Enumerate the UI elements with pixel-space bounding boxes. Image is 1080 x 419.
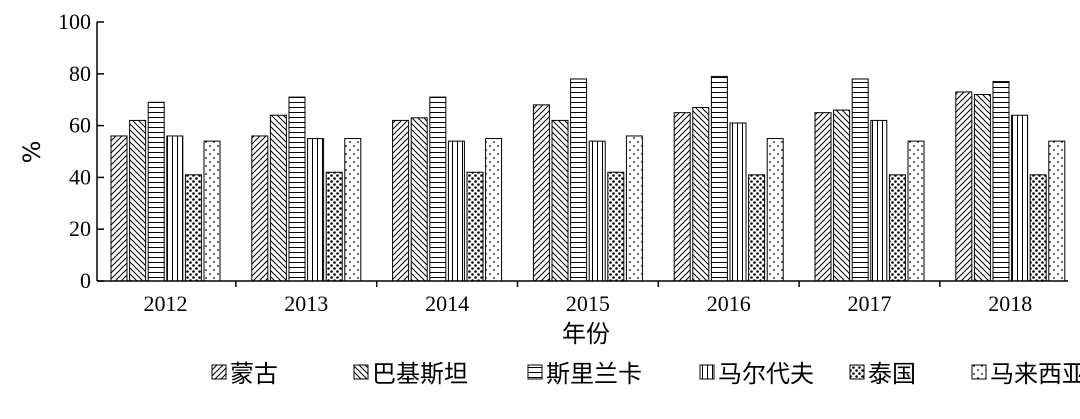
y-tick-label: 60 xyxy=(69,113,91,138)
bar-2015-series-1 xyxy=(551,119,569,282)
legend-swatch xyxy=(971,364,987,380)
bar-2016-series-4 xyxy=(748,174,766,282)
bar-2018-series-1 xyxy=(973,94,991,282)
bar-2012-series-2 xyxy=(147,101,165,282)
x-tick-label: 2015 xyxy=(566,291,610,316)
legend-label: 巴基斯坦 xyxy=(372,360,468,388)
bar-2013-series-5 xyxy=(344,138,362,282)
bar-2017-series-1 xyxy=(833,109,851,282)
bar-2016-series-2 xyxy=(710,75,728,282)
y-tick-label: 100 xyxy=(58,9,91,34)
bar-2014-series-1 xyxy=(410,117,428,282)
y-axis-title: % xyxy=(18,141,46,164)
bar-2018-series-5 xyxy=(1048,140,1066,282)
bar-2015-series-4 xyxy=(607,171,625,282)
x-tick-label: 2013 xyxy=(284,291,328,316)
bar-2012-series-5 xyxy=(203,140,221,282)
bar-2012-series-3 xyxy=(166,135,184,282)
bar-2017-series-4 xyxy=(888,174,906,282)
legend-swatch xyxy=(211,364,227,380)
x-tick-label: 2014 xyxy=(425,291,469,316)
bar-2017-series-3 xyxy=(870,119,888,282)
bar-2015-series-5 xyxy=(625,135,643,282)
y-tick-label: 0 xyxy=(80,268,91,293)
bar-2012-series-0 xyxy=(110,135,128,282)
bars-layer xyxy=(110,75,1066,282)
bar-2013-series-4 xyxy=(325,171,343,282)
legend: 蒙古 巴基斯坦 斯里兰卡 马尔代夫 泰国 马来西亚 xyxy=(211,360,1080,388)
bar-2018-series-0 xyxy=(955,91,973,282)
x-axis-title: 年份 xyxy=(562,320,610,348)
bar-2015-series-3 xyxy=(588,140,606,282)
x-tick-label: 2016 xyxy=(707,291,751,316)
x-ticks: 2012 2013 2014 2015 2016 2017 2018 xyxy=(144,281,1032,316)
legend-label: 斯里兰卡 xyxy=(546,360,642,388)
y-tick-label: 20 xyxy=(69,216,91,241)
bar-2015-series-2 xyxy=(570,78,588,282)
y-tick-label: 40 xyxy=(69,164,91,189)
bar-2016-series-3 xyxy=(729,122,747,282)
bar-2013-series-0 xyxy=(251,135,269,282)
legend-swatch xyxy=(699,364,715,380)
bar-2016-series-5 xyxy=(766,138,784,282)
bar-2016-series-0 xyxy=(673,112,691,282)
bar-2012-series-4 xyxy=(184,174,202,282)
bar-2013-series-3 xyxy=(307,138,325,282)
legend-label: 泰国 xyxy=(868,360,916,388)
x-tick-label: 2018 xyxy=(988,291,1032,316)
bar-2018-series-4 xyxy=(1029,174,1047,282)
bar-2012-series-1 xyxy=(129,119,147,282)
bar-2017-series-5 xyxy=(907,140,925,282)
bar-2017-series-2 xyxy=(851,78,869,282)
x-tick-label: 2012 xyxy=(144,291,188,316)
legend-label: 马尔代夫 xyxy=(718,360,814,388)
axes xyxy=(96,22,1068,282)
bar-2018-series-2 xyxy=(992,81,1010,282)
legend-label: 马来西亚 xyxy=(990,360,1080,388)
y-tick-label: 80 xyxy=(69,61,91,86)
legend-swatch xyxy=(527,364,543,380)
bar-2014-series-2 xyxy=(429,96,447,282)
bar-2014-series-5 xyxy=(485,138,503,282)
bar-2016-series-1 xyxy=(692,106,710,282)
bar-2017-series-0 xyxy=(814,112,832,282)
legend-swatch xyxy=(353,364,369,380)
bar-2013-series-1 xyxy=(269,114,287,282)
bar-2014-series-4 xyxy=(466,171,484,282)
bar-2015-series-0 xyxy=(532,104,550,282)
legend-swatch xyxy=(849,364,865,380)
bar-2014-series-3 xyxy=(447,140,465,282)
bar-2018-series-3 xyxy=(1011,114,1029,282)
y-ticks: 0 20 40 60 80 100 xyxy=(58,9,104,293)
bar-2013-series-2 xyxy=(288,96,306,282)
x-tick-label: 2017 xyxy=(848,291,892,316)
bar-2014-series-0 xyxy=(392,119,410,282)
legend-label: 蒙古 xyxy=(230,360,278,388)
